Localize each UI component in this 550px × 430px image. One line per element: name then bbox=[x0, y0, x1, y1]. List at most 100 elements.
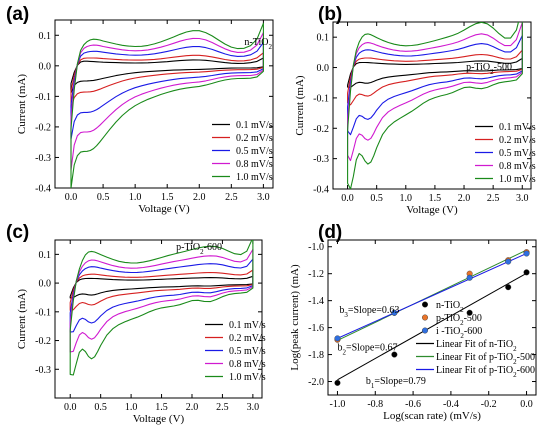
c-xtick-label: 2.5 bbox=[216, 402, 229, 413]
d-legend-label-0: n-TiO2 bbox=[436, 300, 464, 314]
d-point-s0-2 bbox=[466, 309, 473, 316]
b-curves bbox=[347, 22, 523, 189]
a-cv-curve-4 bbox=[70, 22, 264, 188]
d-legend-fit-label-2: Linear Fit of p-TiO2-600 bbox=[436, 365, 535, 379]
c-cv-curve-3 bbox=[69, 248, 254, 353]
b-ytick-label: -0.4 bbox=[313, 185, 329, 196]
b-legend-label-1: 0.2 mV/s bbox=[499, 135, 536, 146]
panel-c: (c) 0.0 0.5 1.0 1.5 2.0 2.5 3.0 -0.3 -0.2 -0.1 0.0 0… bbox=[6, 222, 266, 425]
d-xtick-label: -0.8 bbox=[367, 399, 383, 410]
b-ytick-label: -0.2 bbox=[313, 124, 329, 135]
b-xtick-label: 3.0 bbox=[516, 193, 529, 204]
b-panel-letter: (b) bbox=[318, 4, 342, 25]
b-xtick-label: 2.0 bbox=[458, 193, 471, 204]
c-xtick-label: 0.0 bbox=[64, 402, 77, 413]
panel-d: (d)-1.0 -0.8 -0.6 -0.4 -0.2 0.0-2.0-1.8-1.6-1… bbox=[289, 222, 537, 422]
a-ytick-label: -0.1 bbox=[35, 92, 51, 103]
b-cv-curve-3 bbox=[347, 22, 523, 162]
d-legend-fit-label-1: Linear Fit of p-TiO2-500 bbox=[436, 352, 535, 366]
c-xtick-label: 2.0 bbox=[186, 402, 199, 413]
c-legend-label-2: 0.5 mV/s bbox=[229, 346, 266, 357]
a-x-axis-label: Voltage (V) bbox=[138, 203, 190, 215]
d-legend-label-1: p-TiO2-500 bbox=[436, 313, 482, 327]
d-point-s0-3 bbox=[505, 284, 512, 291]
d-legend-marker-0 bbox=[422, 301, 429, 308]
c-legend-label-1: 0.2 mV/s bbox=[229, 333, 266, 344]
b-legend-label-2: 0.5 mV/s bbox=[499, 148, 536, 159]
c-ytick-label: 0.1 bbox=[39, 250, 52, 261]
b-ytick-label: -0.1 bbox=[313, 93, 329, 104]
d-ytick-label: -1.6 bbox=[308, 323, 324, 334]
b-y-axis-label: Current (mA) bbox=[294, 75, 306, 136]
d-slope-annotation-0: b3=Slope=0.63 bbox=[339, 305, 399, 319]
b-legend-label-0: 0.1 mV/s bbox=[499, 122, 536, 133]
b-x-axis-label: Voltage (V) bbox=[406, 204, 458, 216]
b-sample-label: p-TiO2-500 bbox=[466, 62, 512, 76]
d-point-s2-0 bbox=[334, 335, 341, 342]
d-xtick-label: -0.2 bbox=[481, 399, 497, 410]
b-legend-label-4: 1.0 mV/s bbox=[499, 174, 536, 185]
c-legend-label-3: 0.8 mV/s bbox=[229, 359, 266, 370]
a-legend-label-4: 1.0 mV/s bbox=[236, 172, 273, 183]
d-panel-letter: (d) bbox=[318, 222, 342, 243]
b-cv-curve-1 bbox=[347, 49, 523, 106]
b-ytick-label: -0.3 bbox=[313, 154, 329, 165]
b-ytick-label: 0.1 bbox=[317, 33, 330, 44]
a-sample-label: n-TiO2 bbox=[244, 37, 272, 51]
c-xtick-label: 0.5 bbox=[94, 402, 107, 413]
a-xtick-label: 2.5 bbox=[225, 192, 238, 203]
d-legend-marker-1 bbox=[422, 314, 429, 321]
a-ytick-label: -0.2 bbox=[35, 122, 51, 133]
d-xtick-label: -0.4 bbox=[443, 399, 459, 410]
b-legend-label-3: 0.8 mV/s bbox=[499, 161, 536, 172]
c-xtick-label: 1.0 bbox=[125, 402, 138, 413]
b-xtick-label: 0.0 bbox=[341, 193, 354, 204]
d-legend-label-2: i -TiO2-600 bbox=[436, 326, 482, 340]
b-cv-curve-4 bbox=[347, 22, 523, 189]
a-ytick-label: -0.3 bbox=[35, 153, 51, 164]
a-xtick-label: 0.5 bbox=[97, 192, 110, 203]
b-plot-frame bbox=[332, 21, 532, 190]
a-legend-label-2: 0.5 mV/s bbox=[236, 146, 273, 157]
c-legend-label-4: 1.0 mV/s bbox=[229, 372, 266, 383]
c-ytick-label: 0.0 bbox=[39, 279, 52, 290]
a-ytick-label: 0.0 bbox=[39, 61, 52, 72]
b-xtick-label: 1.5 bbox=[429, 193, 442, 204]
a-xtick-label: 1.5 bbox=[161, 192, 174, 203]
c-plot-frame bbox=[54, 239, 263, 399]
d-ytick-label: -1.2 bbox=[308, 269, 324, 280]
panel-a: (a) 0.0 0.5 1.0 1.5 2.0 2.5 3.0 -0.4 -0.3 -0.2 -0.1… bbox=[6, 4, 274, 215]
c-x-axis-label: Voltage (V) bbox=[133, 413, 185, 425]
c-curves bbox=[69, 240, 254, 376]
d-xtick-label: 0.0 bbox=[520, 399, 533, 410]
d-point-s2-3 bbox=[505, 258, 512, 265]
d-legend-fit-label-0: Linear Fit of n-TiO2 bbox=[436, 339, 517, 353]
c-ytick-label: -0.2 bbox=[35, 336, 51, 347]
c-xtick-label: 3.0 bbox=[247, 402, 260, 413]
d-point-s0-4 bbox=[523, 269, 530, 276]
c-ytick-label: -0.1 bbox=[35, 307, 51, 318]
d-ytick-label: -1.0 bbox=[308, 242, 324, 253]
d-fit-line-2 bbox=[337, 253, 527, 339]
d-xtick-label: -0.6 bbox=[405, 399, 421, 410]
a-ytick-label: -0.4 bbox=[35, 184, 51, 195]
d-point-s2-4 bbox=[523, 250, 530, 257]
d-point-s0-1 bbox=[391, 351, 398, 358]
d-slope-annotation-2: b1=Slope=0.79 bbox=[366, 376, 426, 390]
a-xtick-label: 3.0 bbox=[257, 192, 270, 203]
d-ytick-label: -1.8 bbox=[308, 350, 324, 361]
d-plot-frame bbox=[327, 239, 537, 396]
a-panel-letter: (a) bbox=[6, 4, 29, 25]
b-xtick-label: 0.5 bbox=[370, 193, 383, 204]
a-y-axis-label: Current (mA) bbox=[16, 74, 28, 135]
d-point-s0-0 bbox=[334, 379, 341, 386]
c-legend-label-0: 0.1 mV/s bbox=[229, 320, 266, 331]
a-legend-label-1: 0.2 mV/s bbox=[236, 133, 273, 144]
panel-b: (b) 0.0 0.5 1.0 1.5 2.0 2.5 3.0 -0.4 -0.3 -0.2 -0.1… bbox=[294, 4, 536, 216]
d-slope-annotation-1: b2=Slope=0.67 bbox=[337, 343, 397, 357]
c-ytick-label: -0.3 bbox=[35, 365, 51, 376]
d-xtick-label: -1.0 bbox=[330, 399, 346, 410]
a-curves bbox=[70, 22, 264, 188]
d-fit-line-1 bbox=[337, 249, 527, 341]
